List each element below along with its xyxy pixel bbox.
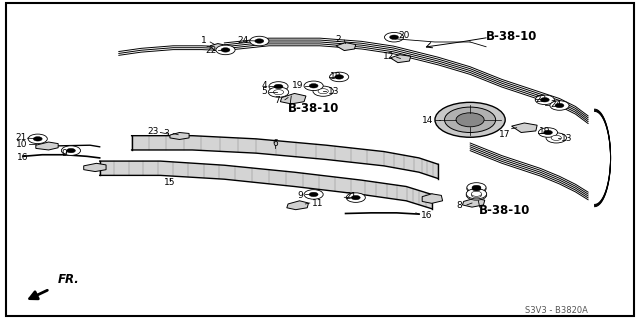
Text: 2: 2	[335, 35, 341, 44]
Circle shape	[550, 101, 569, 110]
Circle shape	[445, 107, 495, 132]
Text: 4: 4	[261, 81, 267, 90]
Circle shape	[61, 146, 81, 155]
Circle shape	[551, 135, 561, 140]
Text: FR.: FR.	[58, 273, 80, 286]
Text: 14: 14	[422, 115, 434, 125]
Circle shape	[540, 98, 549, 102]
Circle shape	[273, 90, 284, 95]
Text: 9: 9	[61, 149, 67, 158]
Text: 17: 17	[499, 130, 510, 139]
Polygon shape	[210, 44, 225, 50]
Circle shape	[390, 35, 399, 40]
Text: 24: 24	[237, 36, 248, 45]
Text: 13: 13	[561, 134, 573, 143]
Text: 18: 18	[330, 72, 342, 81]
Circle shape	[456, 113, 484, 127]
Text: 22: 22	[205, 46, 216, 55]
Circle shape	[28, 134, 47, 144]
Circle shape	[304, 190, 323, 199]
Text: 9: 9	[298, 190, 303, 200]
Text: 19: 19	[539, 127, 550, 136]
Text: 21: 21	[15, 133, 26, 142]
Text: 15: 15	[164, 178, 175, 187]
Circle shape	[346, 193, 365, 202]
Polygon shape	[84, 163, 106, 172]
Circle shape	[250, 36, 269, 46]
Polygon shape	[422, 194, 443, 203]
Polygon shape	[511, 123, 537, 132]
Circle shape	[309, 192, 318, 197]
Polygon shape	[287, 201, 308, 210]
Text: 8: 8	[456, 201, 462, 210]
Text: 5: 5	[261, 87, 267, 96]
Circle shape	[67, 148, 76, 153]
Text: 21: 21	[346, 192, 357, 202]
Text: 20: 20	[398, 32, 410, 41]
Circle shape	[543, 130, 552, 135]
Text: 19: 19	[292, 81, 303, 90]
Circle shape	[216, 45, 235, 55]
Text: B-38-10: B-38-10	[486, 30, 538, 43]
Text: 23: 23	[148, 127, 159, 136]
Circle shape	[467, 183, 486, 192]
Circle shape	[221, 48, 230, 52]
Text: 1: 1	[201, 36, 207, 45]
Text: S3V3 - B3820A: S3V3 - B3820A	[525, 306, 588, 315]
Circle shape	[351, 196, 360, 200]
Circle shape	[268, 87, 289, 97]
Circle shape	[33, 137, 42, 141]
Polygon shape	[100, 161, 432, 209]
Text: 11: 11	[312, 198, 323, 208]
Circle shape	[313, 86, 333, 96]
Circle shape	[304, 81, 323, 91]
Circle shape	[471, 193, 481, 197]
Circle shape	[535, 95, 554, 105]
Circle shape	[385, 33, 404, 42]
Text: B-38-10: B-38-10	[288, 102, 339, 115]
Circle shape	[330, 72, 349, 82]
Circle shape	[467, 184, 486, 194]
Text: 22: 22	[536, 95, 547, 104]
Text: 16: 16	[17, 153, 29, 162]
Circle shape	[555, 103, 564, 108]
Polygon shape	[280, 93, 306, 104]
Circle shape	[546, 133, 566, 143]
Text: 12: 12	[383, 52, 395, 62]
Circle shape	[467, 189, 486, 199]
Text: 6: 6	[273, 139, 278, 148]
Text: 13: 13	[328, 87, 339, 96]
Circle shape	[472, 187, 481, 191]
Text: 7: 7	[275, 96, 280, 105]
Circle shape	[471, 191, 481, 196]
Circle shape	[255, 39, 264, 43]
Polygon shape	[463, 198, 484, 207]
Circle shape	[472, 185, 481, 190]
Circle shape	[435, 102, 505, 137]
Circle shape	[269, 82, 288, 91]
Text: B-38-10: B-38-10	[478, 204, 530, 217]
Text: 24: 24	[550, 100, 561, 109]
Circle shape	[538, 128, 557, 137]
Polygon shape	[336, 43, 356, 50]
Circle shape	[318, 89, 328, 94]
Circle shape	[467, 190, 486, 200]
Text: 3: 3	[163, 129, 169, 137]
Circle shape	[309, 84, 318, 88]
Circle shape	[274, 84, 283, 89]
Polygon shape	[36, 142, 58, 150]
Text: 16: 16	[421, 211, 433, 220]
Polygon shape	[132, 136, 438, 179]
Polygon shape	[170, 132, 189, 139]
Polygon shape	[390, 55, 411, 63]
Circle shape	[335, 75, 344, 79]
Text: 10: 10	[16, 140, 28, 149]
